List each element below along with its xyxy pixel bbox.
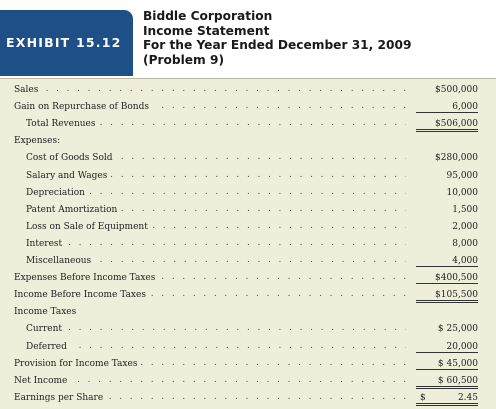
statement-row: Expenses: bbox=[0, 134, 496, 149]
statement-title: Biddle Corporation Income Statement For … bbox=[143, 9, 411, 67]
statement-row: Gain on Repurchase of Bonds. . . . . . .… bbox=[0, 100, 496, 115]
row-amount: $ 45,000 bbox=[416, 359, 478, 370]
leader-dots: . . . . . . . . . . . . . . . . . . . . … bbox=[26, 255, 406, 265]
row-label: Miscellaneous bbox=[26, 256, 96, 266]
amount-value: $ 45,000 bbox=[437, 358, 478, 369]
statement-row: Deferred. . . . . . . . . . . . . . . . … bbox=[0, 340, 496, 355]
row-label: Gain on Repurchase of Bonds bbox=[14, 102, 153, 113]
statement-row: Cost of Goods Sold. . . . . . . . . . . … bbox=[0, 151, 496, 166]
leader-dots: . . . . . . . . . . . . . . . . . . . . … bbox=[14, 374, 406, 385]
row-label: Provision for Income Taxes bbox=[14, 358, 142, 369]
row-amount: 6,000 bbox=[416, 102, 478, 114]
exhibit-badge: EXHIBIT 15.12 bbox=[0, 10, 133, 76]
leader-dots: . . . . . . . . . . . . . . . . . . . . … bbox=[26, 340, 406, 351]
amount-value: 20,000 bbox=[446, 341, 479, 352]
leader-dots: . . . . . . . . . . . . . . . . . . . . … bbox=[26, 186, 406, 197]
company-name: Biddle Corporation bbox=[143, 9, 273, 23]
row-amount: $105,500 bbox=[416, 290, 478, 304]
statement-row: Depreciation. . . . . . . . . . . . . . … bbox=[0, 186, 496, 201]
amount-value: 95,000 bbox=[446, 170, 479, 181]
leader-dots: . . . . . . . . . . . . . . . . . . . . … bbox=[26, 237, 406, 248]
statement-row: Provision for Income Taxes. . . . . . . … bbox=[0, 357, 496, 372]
row-amount: 95,000 bbox=[416, 170, 479, 181]
amount-value: 1,500 bbox=[452, 204, 478, 215]
row-label: Current bbox=[26, 324, 67, 335]
statement-row: Expenses Before Income Taxes. . . . . . … bbox=[0, 271, 496, 286]
leader-dots: . . . . . . . . . . . . . . . . . . . . … bbox=[14, 357, 406, 368]
row-amount: 4,000 bbox=[416, 256, 478, 267]
leader-dots: . . . . . . . . . . . . . . . . . . . . … bbox=[14, 272, 406, 283]
row-label: Income Before Income Taxes bbox=[14, 290, 150, 301]
problem-reference: (Problem 9) bbox=[143, 52, 225, 67]
row-label: Income Taxes bbox=[14, 307, 81, 318]
row-amount: 20,000 bbox=[416, 342, 478, 353]
row-amount: 10,000 bbox=[416, 187, 479, 198]
amount-value: 4,000 bbox=[452, 256, 478, 266]
statement-row: Earnings per Share. . . . . . . . . . . … bbox=[0, 391, 496, 406]
row-amount: $500,000 bbox=[416, 85, 478, 95]
row-label: Earnings per Share bbox=[14, 392, 108, 403]
row-label: Deferred bbox=[26, 341, 71, 352]
amount-value: $ 25,000 bbox=[437, 324, 478, 335]
row-label: Expenses Before Income Taxes bbox=[14, 273, 160, 284]
statement-period: For the Year Ended December 31, 2009 bbox=[143, 38, 412, 53]
row-amount: $ 60,500 bbox=[416, 376, 478, 389]
leader-dots: . . . . . . . . . . . . . . . . . . . . … bbox=[26, 152, 406, 163]
leader-dots: . . . . . . . . . . . . . . . . . . . . … bbox=[26, 220, 406, 231]
row-amount: $280,000 bbox=[416, 153, 478, 163]
amount-value: 2,000 bbox=[452, 221, 478, 232]
row-amount: $400,500 bbox=[416, 273, 478, 285]
amount-value: $506,000 bbox=[435, 119, 478, 130]
statement-row: Interest. . . . . . . . . . . . . . . . … bbox=[0, 237, 496, 252]
statement-row: Net Income. . . . . . . . . . . . . . . … bbox=[0, 374, 496, 389]
row-amount: $2.45 bbox=[416, 393, 478, 406]
row-label: Sales bbox=[14, 85, 43, 95]
row-label: Patent Amortization bbox=[26, 204, 122, 215]
row-label: Expenses: bbox=[14, 136, 65, 147]
leader-dots: . . . . . . . . . . . . . . . . . . . . … bbox=[14, 391, 406, 402]
leader-dots: . . . . . . . . . . . . . . . . . . . . … bbox=[26, 203, 406, 214]
row-label: Cost of Goods Sold bbox=[26, 153, 117, 164]
leader-dots: . . . . . . . . . . . . . . . . . . . . … bbox=[14, 101, 406, 112]
statement-row: Loss on Sale of Equipment. . . . . . . .… bbox=[0, 220, 496, 235]
row-label: Salary and Wages bbox=[26, 170, 112, 181]
row-label: Interest bbox=[26, 238, 67, 249]
amount-value: 2.45 bbox=[457, 392, 478, 403]
row-amount: 8,000 bbox=[416, 239, 478, 249]
amount-value: 8,000 bbox=[452, 238, 478, 249]
amount-value: $400,500 bbox=[435, 273, 478, 284]
amount-value: $ 60,500 bbox=[437, 375, 478, 386]
statement-row: Current. . . . . . . . . . . . . . . . .… bbox=[0, 322, 496, 337]
row-amount: $506,000 bbox=[416, 119, 478, 133]
statement-row: Sales. . . . . . . . . . . . . . . . . .… bbox=[0, 83, 496, 98]
amount-value: $105,500 bbox=[435, 290, 478, 301]
row-amount: 2,000 bbox=[416, 222, 478, 232]
leader-dots: . . . . . . . . . . . . . . . . . . . . … bbox=[26, 118, 406, 129]
leader-dots: . . . . . . . . . . . . . . . . . . . . … bbox=[26, 323, 406, 334]
amount-value: 6,000 bbox=[452, 102, 478, 113]
row-label: Total Revenues bbox=[26, 119, 100, 130]
currency-symbol: $ bbox=[420, 392, 426, 403]
leader-dots: . . . . . . . . . . . . . . . . . . . . … bbox=[14, 84, 406, 94]
row-amount: $ 25,000 bbox=[416, 324, 478, 334]
leader-dots: . . . . . . . . . . . . . . . . . . . . … bbox=[14, 289, 406, 300]
statement-row: Income Taxes bbox=[0, 305, 496, 320]
income-statement-table: Sales. . . . . . . . . . . . . . . . . .… bbox=[0, 78, 496, 409]
exhibit-label: EXHIBIT 15.12 bbox=[6, 35, 122, 50]
row-label: Loss on Sale of Equipment bbox=[26, 221, 152, 232]
amount-value: $280,000 bbox=[435, 153, 478, 164]
row-label: Net Income bbox=[14, 375, 72, 386]
amount-value: 10,000 bbox=[446, 187, 479, 198]
statement-row: Miscellaneous. . . . . . . . . . . . . .… bbox=[0, 254, 496, 269]
statement-row: Patent Amortization. . . . . . . . . . .… bbox=[0, 203, 496, 218]
statement-row: Salary and Wages. . . . . . . . . . . . … bbox=[0, 169, 496, 184]
row-label: Depreciation bbox=[26, 187, 89, 198]
leader-dots: . . . . . . . . . . . . . . . . . . . . … bbox=[26, 169, 406, 180]
statement-row: Income Before Income Taxes. . . . . . . … bbox=[0, 288, 496, 304]
row-amount: 1,500 bbox=[416, 205, 478, 215]
statement-row: Total Revenues. . . . . . . . . . . . . … bbox=[0, 117, 496, 133]
amount-value: $500,000 bbox=[435, 85, 478, 95]
statement-name: Income Statement bbox=[143, 23, 270, 38]
